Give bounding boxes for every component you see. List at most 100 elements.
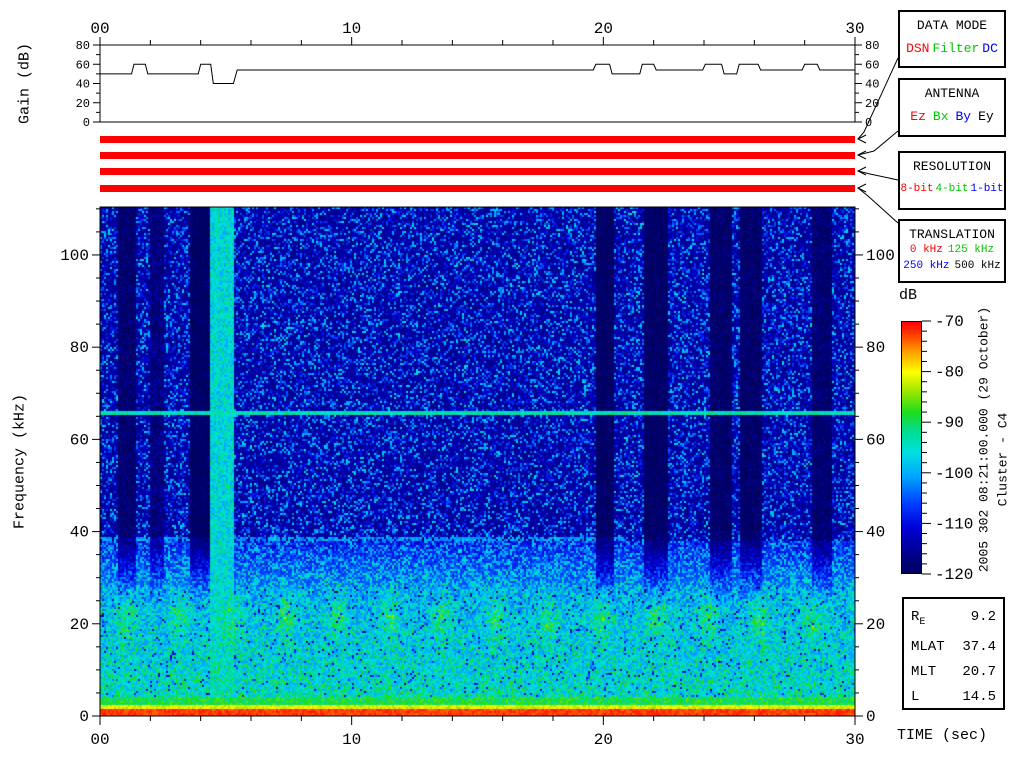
- freq-left-tick-label: 0: [79, 708, 89, 726]
- freq-left-tick-label: 40: [70, 524, 89, 542]
- info-box-item: Ez: [910, 109, 926, 124]
- status-bar: [100, 168, 855, 175]
- ephemeris-label: MLAT: [911, 638, 945, 655]
- info-box-title: ANTENNA: [924, 86, 980, 101]
- info-box-antenna: ANTENNA Ez Bx By Ey: [898, 78, 1006, 137]
- time-tick-label: 20: [594, 731, 613, 749]
- ephemeris-row: RE 9.2: [911, 605, 996, 635]
- ephemeris-value: 14.5: [962, 688, 996, 705]
- time-tick-label: 10: [342, 731, 361, 749]
- info-box-resolution: RESOLUTION 8-bit 4-bit 1-bit: [898, 151, 1006, 210]
- ephemeris-value: 37.4: [962, 638, 996, 655]
- freq-right-tick-label: 100: [866, 247, 895, 265]
- colorbar-tick-label: -80: [935, 364, 964, 382]
- info-box-item: By: [955, 109, 972, 124]
- time-axis-label: TIME (sec): [897, 727, 988, 744]
- ephemeris-box: RE 9.2 MLAT 37.4 MLT 20.7 L 14.5: [902, 597, 1005, 710]
- status-bar: [100, 185, 855, 192]
- colorbar-tick-label: -110: [935, 515, 973, 533]
- ephemeris-label-sub: E: [919, 616, 926, 628]
- gain-axis-label: Gain (dB): [16, 43, 34, 125]
- freq-right-tick-label: 20: [866, 616, 885, 634]
- info-box-item: 1-bit: [970, 183, 1004, 195]
- colorbar-tick-label: -120: [935, 566, 973, 584]
- callout-arrow: [857, 187, 899, 224]
- timestamp-label: 2005 302 08:21:00.000 (29 October): [976, 306, 992, 573]
- ephemeris-row: MLT 20.7: [911, 660, 996, 685]
- freq-left-tick-label: 100: [60, 247, 89, 265]
- colorbar-tick-label: -70: [935, 313, 964, 331]
- freq-left-tick-label: 60: [70, 431, 89, 449]
- info-box-data-mode: DATA MODE DSN Filter DC: [898, 10, 1006, 68]
- gain-left-tick-label: 80: [76, 39, 90, 53]
- info-box-title: DATA MODE: [916, 18, 988, 33]
- info-box-item: 500 kHz: [954, 260, 1001, 272]
- colorbar-label: dB: [899, 287, 918, 304]
- callout-arrow: [857, 130, 899, 156]
- time-tick-label: 30: [845, 731, 864, 749]
- freq-left-tick-label: 80: [70, 339, 89, 357]
- gain-right-tick-label: 40: [865, 78, 879, 92]
- info-box-row: Ez Bx By Ey: [900, 109, 1004, 124]
- info-box-item: 4-bit: [935, 183, 969, 195]
- gain-top-tick-label: 00: [90, 20, 109, 38]
- gain-top-tick-label: 30: [845, 20, 864, 38]
- gain-left-tick-label: 40: [76, 78, 90, 92]
- callout-arrows: [856, 57, 899, 224]
- info-box-row: 0 kHz 125 kHz: [900, 243, 1004, 258]
- gain-right-tick-label: 80: [865, 39, 879, 53]
- callout-arrow: [857, 170, 899, 181]
- info-box-translation: TRANSLATION 0 kHz 125 kHz 250 kHz 500 kHz: [898, 219, 1006, 283]
- status-bar: [100, 152, 855, 159]
- info-box-item: Filter: [932, 41, 980, 56]
- gain-trace: [100, 63, 855, 84]
- info-box-item: 250 kHz: [903, 260, 950, 272]
- ephemeris-row: L 14.5: [911, 685, 996, 710]
- ephemeris-label: RE: [911, 609, 926, 628]
- colorbar-ticks: -70 -80 -90 -100 -110 -120: [922, 313, 973, 584]
- gain-left-tick-label: 20: [76, 97, 90, 111]
- gain-top-tick-label: 20: [594, 20, 613, 38]
- gain-left-tick-label: 60: [76, 58, 90, 72]
- freq-right-tick-label: 80: [866, 339, 885, 357]
- info-box-item: 0 kHz: [909, 244, 943, 256]
- spacecraft-label: Cluster - C4: [995, 412, 1011, 507]
- colorbar: [901, 321, 922, 574]
- info-box-item: 125 kHz: [947, 244, 995, 256]
- info-box-item: Bx: [932, 109, 949, 124]
- freq-right-tick-label: 0: [866, 708, 876, 726]
- ephemeris-label: MLT: [911, 663, 937, 680]
- info-box-item: Ey: [978, 109, 994, 124]
- info-box-title: TRANSLATION: [909, 227, 995, 242]
- info-box-row: DSN Filter DC: [900, 41, 1004, 56]
- freq-right-tick-label: 40: [866, 524, 885, 542]
- colorbar-tick-label: -90: [935, 414, 964, 432]
- status-bar: [100, 136, 855, 143]
- freq-right-tick-label: 60: [866, 431, 885, 449]
- spectrogram-canvas: [100, 207, 855, 716]
- info-box-title: RESOLUTION: [912, 159, 991, 174]
- colorbar-tick-label: -100: [935, 465, 973, 483]
- arrowhead-icon: [856, 150, 867, 160]
- gain-left-tick-label: 0: [83, 116, 90, 130]
- time-tick-label: 00: [90, 731, 109, 749]
- ephemeris-value: 20.7: [962, 663, 996, 680]
- arrowhead-icon: [856, 134, 867, 144]
- gain-right-tick-label: 60: [865, 58, 879, 72]
- callout-arrow: [857, 57, 899, 140]
- spectrogram-frame: [99, 206, 856, 717]
- info-box-row: 250 kHz 500 kHz: [900, 259, 1004, 274]
- info-box-row: 8-bit 4-bit 1-bit: [900, 182, 1004, 197]
- freq-left-tick-label: 20: [70, 616, 89, 634]
- arrowhead-icon: [856, 183, 867, 193]
- info-box-item: DC: [982, 41, 998, 56]
- arrowhead-icon: [856, 166, 867, 176]
- info-box-item: 8-bit: [900, 183, 934, 195]
- info-box-item: DSN: [906, 41, 930, 56]
- ephemeris-row: MLAT 37.4: [911, 635, 996, 660]
- ephemeris-value: 9.2: [970, 609, 996, 625]
- freq-axis-label: Frequency (kHz): [11, 393, 29, 530]
